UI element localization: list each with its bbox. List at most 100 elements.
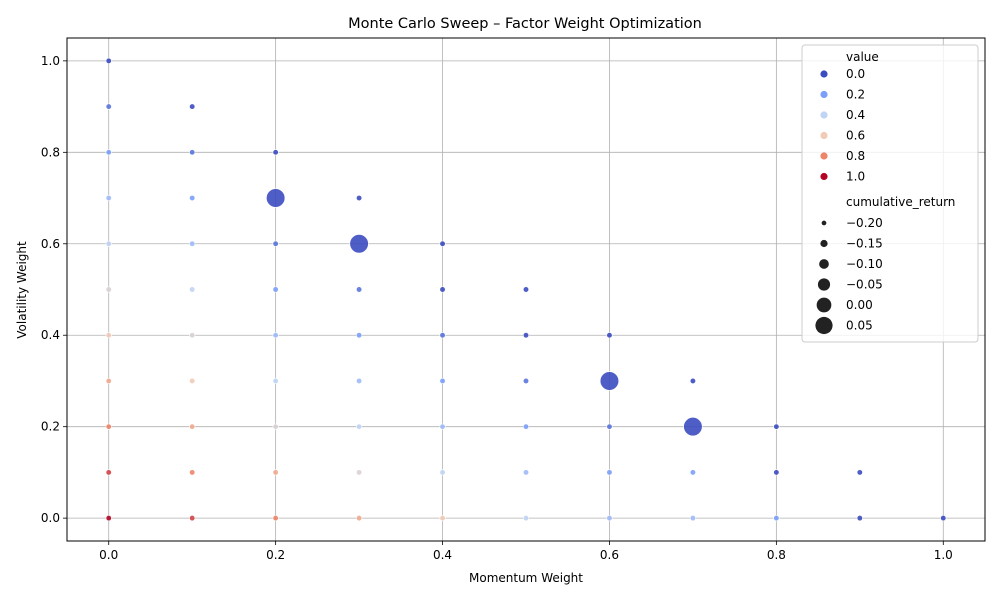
x-axis-ticks: 0.0 0.2 0.4 0.6 0.8 1.0	[99, 541, 953, 562]
legend-hue-label: 0.6	[846, 129, 865, 143]
legend-hue-entries: 0.0 0.2 0.4 0.6 0.8 1.0	[820, 67, 865, 184]
legend-box	[801, 44, 979, 343]
scatter-point	[522, 469, 530, 476]
legend-hue-marker	[820, 172, 828, 181]
y-tick-label: 0.8	[41, 145, 60, 159]
x-tick-label: 0.2	[266, 548, 285, 562]
legend-hue-label: 0.8	[846, 149, 865, 163]
legend-size-entries: −0.20 −0.15 −0.10 −0.05 0.00 0.05	[815, 216, 883, 335]
legend-hue-marker	[820, 90, 828, 99]
scatter-point	[356, 194, 363, 202]
scatter-point	[189, 469, 196, 476]
scatter-point	[272, 149, 279, 156]
y-tick-label: 0.4	[41, 328, 60, 342]
scatter-point	[356, 332, 363, 339]
scatter-point	[105, 240, 112, 247]
legend-size-marker	[815, 316, 833, 335]
scatter-point	[606, 332, 613, 339]
scatter-point	[773, 515, 780, 522]
scatter-point	[105, 377, 112, 385]
scatter-point	[439, 332, 446, 339]
scatter-point	[105, 194, 112, 202]
legend-hue-title: value	[846, 50, 879, 64]
legend-hue-label: 1.0	[846, 170, 865, 184]
scatter-point	[105, 286, 112, 293]
scatter-point	[189, 332, 196, 339]
scatter-point	[105, 469, 112, 476]
legend-size-label: −0.10	[846, 257, 883, 271]
legend-size-marker	[819, 259, 829, 269]
legend-hue-label: 0.4	[846, 108, 865, 122]
legend-hue-marker	[820, 70, 828, 78]
legend-hue-label: 0.2	[846, 88, 865, 102]
legend-hue-label: 0.0	[846, 67, 865, 81]
scatter-point	[522, 515, 530, 522]
x-axis-label: Momentum Weight	[469, 571, 583, 585]
scatter-point	[356, 377, 363, 385]
scatter-point	[189, 194, 196, 202]
scatter-point	[606, 469, 613, 476]
scatter-point	[105, 103, 112, 110]
legend-size-marker	[821, 220, 827, 226]
legend-hue-marker	[820, 152, 828, 160]
scatter-point	[105, 332, 112, 339]
scatter-point	[599, 371, 620, 391]
scatter-point	[439, 286, 446, 293]
scatter-point	[105, 515, 112, 522]
scatter-point	[356, 286, 363, 293]
scatter-point	[105, 57, 112, 64]
scatter-point	[856, 515, 863, 522]
scatter-point	[439, 377, 446, 385]
scatter-point	[689, 469, 696, 476]
legend-size-marker	[820, 239, 828, 248]
scatter-point	[356, 515, 363, 522]
scatter-point	[439, 423, 446, 430]
scatter-point	[356, 469, 363, 476]
chart-title: Monte Carlo Sweep – Factor Weight Optimi…	[348, 16, 702, 32]
legend-hue-marker	[820, 131, 828, 140]
scatter-point	[105, 149, 112, 156]
x-tick-label: 0.6	[600, 548, 619, 562]
plot-frame	[66, 37, 986, 542]
scatter-point	[105, 423, 112, 430]
scatter-point	[272, 469, 279, 476]
scatter-point	[272, 423, 279, 430]
scatter-point	[773, 469, 780, 476]
data-points	[105, 57, 947, 522]
x-tick-label: 0.0	[99, 548, 118, 562]
scatter-point	[689, 515, 696, 522]
legend-size-label: −0.20	[846, 216, 883, 230]
y-tick-label: 1.0	[41, 54, 60, 68]
scatter-point	[272, 240, 279, 247]
legend-size-marker	[816, 297, 832, 313]
scatter-point	[272, 515, 279, 522]
scatter-point	[856, 469, 863, 476]
legend-size-label: −0.15	[846, 237, 883, 251]
scatter-point	[349, 234, 369, 254]
scatter-point	[189, 286, 196, 293]
scatter-point	[689, 377, 696, 385]
scatter-point	[189, 423, 196, 430]
scatter-point	[439, 469, 446, 476]
legend: value 0.0 0.2 0.4 0.6 0.8 1.0 cumulative_retu…	[801, 44, 979, 343]
y-axis-ticks: 0.0 0.2 0.4 0.6 0.8 1.0	[41, 54, 67, 525]
scatter-point	[356, 423, 363, 430]
scatter-point	[940, 515, 947, 522]
legend-size-title: cumulative_return	[846, 195, 955, 209]
legend-size-marker	[817, 278, 831, 291]
scatter-point	[439, 240, 446, 247]
scatter-point	[189, 149, 196, 156]
y-axis-label: Volatility Weight	[15, 241, 29, 339]
scatter-point	[606, 515, 613, 522]
y-tick-label: 0.0	[41, 511, 60, 525]
scatter-point	[522, 286, 530, 293]
y-tick-label: 0.6	[41, 237, 60, 251]
scatter-point	[189, 240, 196, 247]
scatter-point	[522, 377, 530, 385]
scatter-point	[266, 188, 286, 208]
scatter-point	[522, 332, 530, 339]
legend-size-label: 0.00	[846, 298, 873, 312]
scatter-point	[189, 377, 196, 385]
scatter-point	[683, 417, 703, 437]
